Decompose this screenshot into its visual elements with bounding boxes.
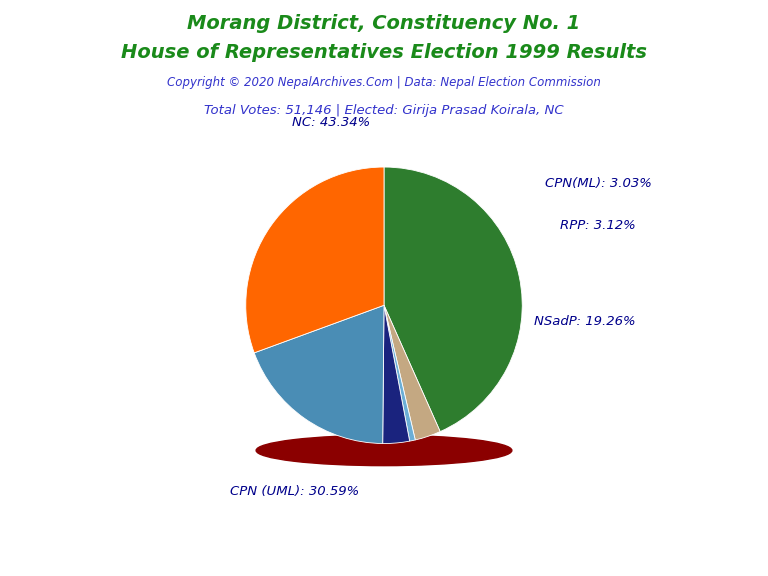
Text: Morang District, Constituency No. 1: Morang District, Constituency No. 1 [187, 14, 581, 33]
Text: NC: 43.34%: NC: 43.34% [293, 116, 371, 129]
Wedge shape [384, 167, 522, 431]
Text: NSadP: 19.26%: NSadP: 19.26% [534, 316, 635, 328]
Text: Copyright © 2020 NepalArchives.Com | Data: Nepal Election Commission: Copyright © 2020 NepalArchives.Com | Dat… [167, 76, 601, 89]
Text: Total Votes: 51,146 | Elected: Girija Prasad Koirala, NC: Total Votes: 51,146 | Elected: Girija Pr… [204, 104, 564, 117]
Text: RPP: 3.12%: RPP: 3.12% [561, 219, 636, 232]
Wedge shape [382, 305, 409, 444]
Wedge shape [246, 167, 384, 353]
Text: CPN(ML): 3.03%: CPN(ML): 3.03% [545, 177, 652, 190]
Text: CPN (UML): 30.59%: CPN (UML): 30.59% [230, 486, 359, 498]
Wedge shape [384, 305, 415, 441]
Wedge shape [254, 305, 384, 444]
Text: House of Representatives Election 1999 Results: House of Representatives Election 1999 R… [121, 43, 647, 62]
Ellipse shape [257, 435, 511, 465]
Wedge shape [384, 305, 440, 440]
